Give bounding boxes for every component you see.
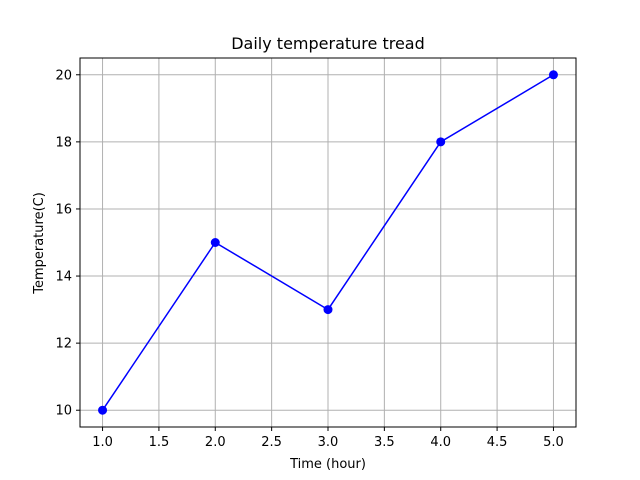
- data-point: [210, 238, 220, 247]
- x-tick-label: 1.0: [92, 435, 113, 450]
- data-point: [436, 137, 446, 147]
- x-tick-label: 3.5: [374, 435, 395, 450]
- y-tick-label: 18: [55, 135, 72, 150]
- y-tick-label: 12: [55, 337, 72, 352]
- y-axis-label: Temperature(C): [32, 192, 47, 295]
- x-tick-label: 5.0: [543, 435, 564, 450]
- chart-title: Daily temperature tread: [231, 34, 425, 53]
- series-group: [98, 70, 558, 415]
- data-point: [98, 405, 108, 415]
- grid-lines: [80, 58, 576, 427]
- y-tick-label: 10: [55, 404, 72, 419]
- y-tick-label: 16: [55, 202, 72, 217]
- x-axis-ticks: 1.0 1.5 2.0 2.5 3.0 3.5 4.0 4.5 5.0: [92, 427, 564, 450]
- x-tick-label: 4.0: [430, 435, 451, 450]
- x-tick-label: 2.0: [205, 435, 226, 450]
- x-tick-label: 2.5: [261, 435, 282, 450]
- x-tick-label: 1.5: [149, 435, 170, 450]
- x-tick-label: 4.5: [487, 435, 508, 450]
- data-point: [548, 70, 558, 80]
- y-axis-ticks: 10 12 14 16 18 20: [55, 68, 80, 419]
- y-tick-label: 20: [55, 68, 72, 83]
- x-tick-label: 3.0: [318, 435, 339, 450]
- data-point: [323, 305, 333, 315]
- x-axis-label: Time (hour): [289, 457, 366, 472]
- y-tick-label: 14: [55, 270, 72, 285]
